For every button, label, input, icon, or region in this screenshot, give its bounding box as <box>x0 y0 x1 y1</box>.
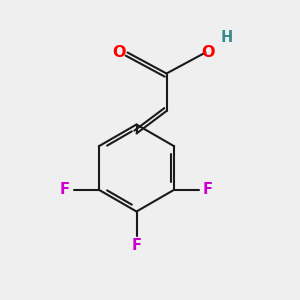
Text: F: F <box>131 238 142 253</box>
Text: H: H <box>220 30 232 45</box>
Text: O: O <box>201 45 215 60</box>
Text: F: F <box>60 182 70 197</box>
Text: O: O <box>112 45 126 60</box>
Text: F: F <box>203 182 213 197</box>
